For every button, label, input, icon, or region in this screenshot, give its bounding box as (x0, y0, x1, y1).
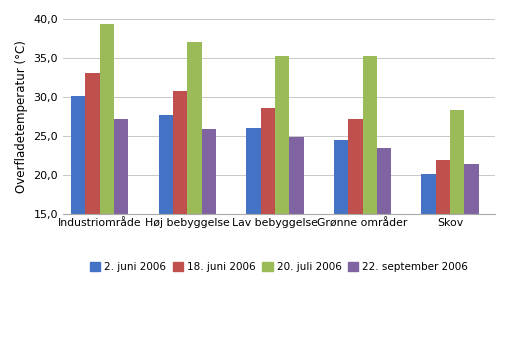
Bar (376, 148, 390, 214)
Bar (274, 55, 289, 214)
Bar (420, 174, 435, 214)
Y-axis label: Overfladetemperatur (°C): Overfladetemperatur (°C) (15, 40, 28, 193)
Bar (85, 73, 99, 214)
Bar (99, 24, 114, 214)
Bar (289, 137, 303, 214)
Bar (201, 129, 215, 214)
Bar (246, 128, 260, 214)
Bar (173, 91, 187, 214)
Bar (158, 115, 173, 214)
Bar (362, 55, 376, 214)
Bar (348, 119, 362, 214)
Bar (114, 119, 128, 214)
Bar (464, 164, 478, 214)
Bar (333, 140, 348, 214)
Bar (435, 160, 449, 214)
Legend: 2. juni 2006, 18. juni 2006, 20. juli 2006, 22. september 2006: 2. juni 2006, 18. juni 2006, 20. juli 20… (86, 258, 471, 276)
Bar (449, 110, 464, 214)
Bar (71, 96, 85, 214)
Bar (187, 42, 201, 214)
Bar (260, 108, 274, 214)
